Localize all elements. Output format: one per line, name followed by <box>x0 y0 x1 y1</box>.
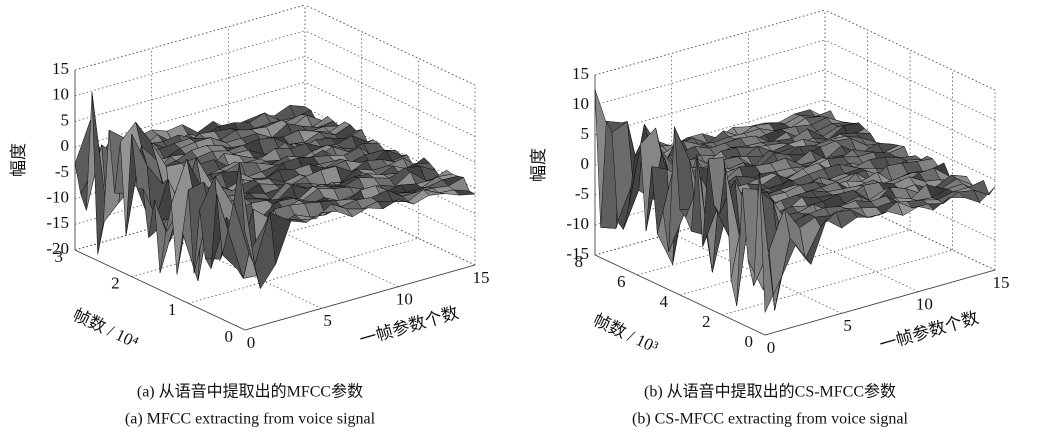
grid-line <box>824 99 996 181</box>
y-tick-label: 8 <box>575 252 584 271</box>
x-tick-label: 10 <box>396 290 413 309</box>
grid-line <box>594 9 826 76</box>
y-tick-label: 6 <box>617 272 626 291</box>
grid-line <box>74 30 306 97</box>
mesh-cell <box>759 172 781 313</box>
y-axis-label: 帧数 / 10⁴ <box>70 305 142 352</box>
x-axis-line <box>764 269 996 336</box>
grid-line <box>304 81 476 163</box>
grid-line <box>824 69 996 151</box>
y-axis-label: 帧数 / 10³ <box>590 310 661 357</box>
y-tick-label: 1 <box>168 300 177 319</box>
y-tick-label: 3 <box>55 247 64 266</box>
box-edge <box>74 4 306 71</box>
grid-line <box>824 39 996 121</box>
grid-line <box>74 249 246 331</box>
x-axis-line <box>244 264 476 331</box>
z-tick-label: -5 <box>55 162 69 181</box>
y-tick-label: 2 <box>111 274 120 293</box>
box-edge <box>594 9 826 76</box>
caption-en: (b) CS-MFCC extracting from voice signal <box>632 411 909 428</box>
y-tick-label: 2 <box>702 312 711 331</box>
grid-line <box>304 56 476 137</box>
z-tick-label: 15 <box>52 59 69 78</box>
grid-line <box>74 4 306 71</box>
z-tick-label: 10 <box>52 85 69 104</box>
grid-line <box>671 232 842 314</box>
z-tick-label: 0 <box>581 154 590 173</box>
y-tick-label: 0 <box>745 332 754 351</box>
z-tick-label: -10 <box>46 187 69 206</box>
z-tick-label: -15 <box>46 213 69 232</box>
mesh-cell <box>239 163 261 289</box>
x-tick-label: 0 <box>767 338 776 357</box>
surface-mesh <box>594 89 996 313</box>
x-axis-label: 一帧参数个数 <box>357 303 460 349</box>
x-axis-label: 一帧参数个数 <box>877 308 980 354</box>
x-tick-label: 15 <box>993 273 1010 292</box>
caption: (a) 从语音中提取出的MFCC参数 <box>137 383 363 401</box>
grid-line <box>304 4 476 86</box>
z-tick-label: -5 <box>575 184 589 203</box>
y-tick-label: 0 <box>225 327 234 346</box>
z-tick-label: 5 <box>581 124 590 143</box>
z-tick-label: 0 <box>61 136 70 155</box>
z-axis-label: 幅度 <box>529 148 548 182</box>
z-tick-label: -20 <box>46 239 69 258</box>
z-axis-label: 幅度 <box>9 143 28 177</box>
grid-line <box>594 39 826 106</box>
z-tick-label: -15 <box>566 244 589 263</box>
x-tick-label: 5 <box>323 311 332 330</box>
grid-line <box>824 9 996 91</box>
x-tick-label: 15 <box>473 268 490 287</box>
z-tick-label: -10 <box>566 214 589 233</box>
z-tick-label: 10 <box>572 94 589 113</box>
caption-en: (a) MFCC extracting from voice signal <box>125 411 376 428</box>
y-tick-label: 4 <box>660 292 669 311</box>
grid-line <box>304 30 476 112</box>
x-tick-label: 10 <box>916 295 933 314</box>
surface-mesh <box>74 92 476 290</box>
caption: (b) 从语音中提取出的CS-MFCC参数 <box>644 383 896 401</box>
x-tick-label: 5 <box>843 316 852 335</box>
grid-line <box>74 56 306 122</box>
grid-line <box>594 254 766 336</box>
z-tick-label: 15 <box>572 64 589 83</box>
x-tick-label: 0 <box>247 333 256 352</box>
z-tick-label: 5 <box>61 110 70 129</box>
